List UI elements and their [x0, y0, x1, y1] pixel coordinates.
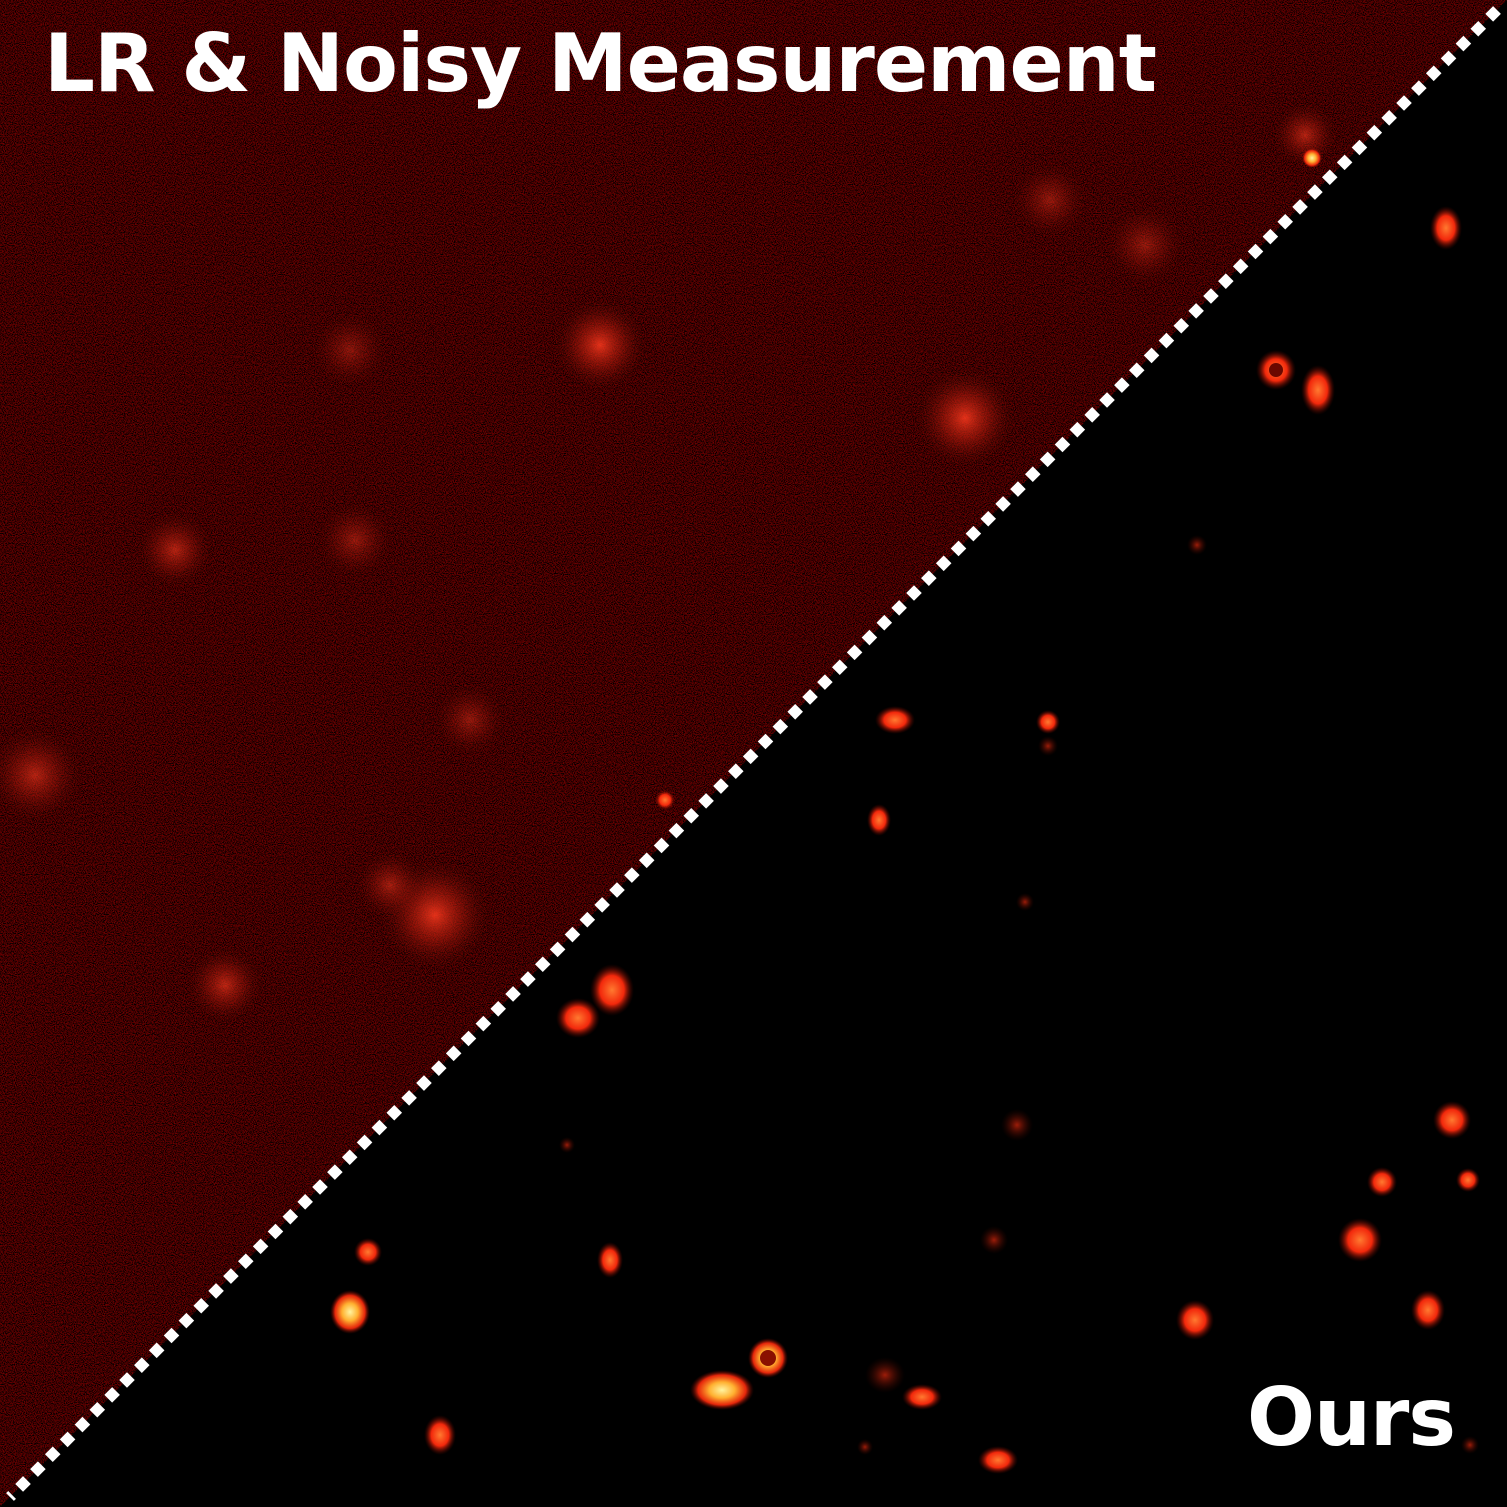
spot	[902, 1384, 942, 1410]
noisy-blob	[913, 366, 1017, 470]
spot	[1016, 893, 1034, 911]
noisy-blob	[552, 297, 648, 393]
spot	[1187, 535, 1207, 555]
noisy-blob	[1302, 148, 1322, 168]
spot	[354, 1238, 382, 1266]
noisy-blob	[655, 790, 675, 810]
spot	[867, 804, 891, 836]
spot	[330, 1290, 370, 1334]
spot	[1338, 1218, 1382, 1262]
spot	[424, 1415, 456, 1455]
spot	[1411, 1290, 1445, 1330]
spot	[857, 1439, 873, 1455]
noisy-blob	[135, 510, 215, 590]
spot	[1433, 1101, 1471, 1139]
noisy-blob	[0, 725, 85, 825]
spot	[690, 1370, 754, 1410]
noisy-blob	[310, 310, 390, 390]
noisy-blobs	[0, 101, 1339, 1025]
ours-label: Ours	[1246, 1371, 1456, 1464]
spot	[597, 1242, 623, 1278]
spot	[1301, 365, 1335, 415]
reconstructed-spots	[330, 206, 1480, 1474]
noisy-blob	[1103, 203, 1187, 287]
noisy-blob	[185, 945, 265, 1025]
noisy-blob	[1271, 101, 1339, 169]
spot	[1001, 1109, 1033, 1141]
spot	[760, 1350, 776, 1366]
measurement-label: LR & Noisy Measurement	[44, 17, 1157, 110]
spot	[865, 1357, 905, 1393]
spot	[875, 706, 915, 734]
spot	[1367, 1167, 1397, 1197]
diagonal-divider	[6, 6, 1501, 1501]
spot	[1038, 736, 1058, 756]
spot	[1269, 363, 1283, 377]
spot	[980, 1226, 1008, 1254]
noisy-blob	[432, 682, 508, 758]
spot	[1036, 710, 1060, 734]
spot	[1430, 206, 1462, 250]
noisy-blob	[315, 500, 395, 580]
spot	[590, 964, 634, 1016]
spot	[1176, 1300, 1214, 1340]
spot	[559, 1137, 575, 1153]
noisy-blob	[354, 849, 426, 921]
spot	[556, 998, 600, 1038]
spot	[1461, 1436, 1479, 1454]
noisy-blob	[1010, 160, 1090, 240]
spot	[1456, 1168, 1480, 1192]
spot	[978, 1446, 1018, 1474]
